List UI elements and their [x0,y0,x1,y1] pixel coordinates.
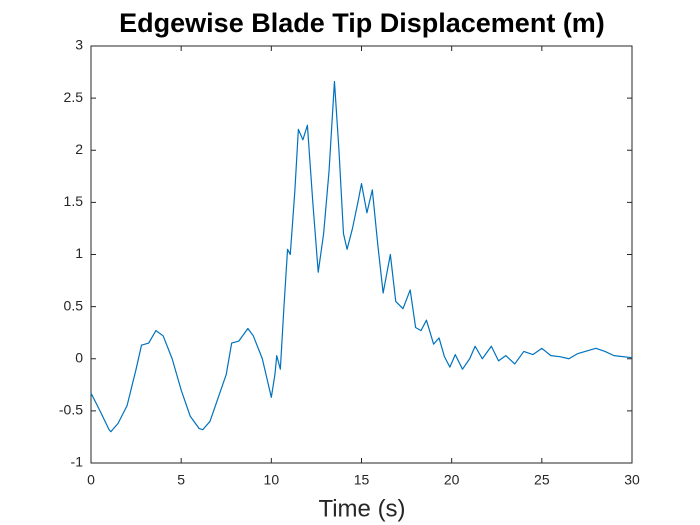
x-tick-label: 20 [444,472,460,488]
y-tick-label: 3 [75,37,83,53]
y-tick-label: 1.5 [64,193,84,209]
x-tick-label: 30 [624,472,640,488]
y-tick-label: 2 [75,141,83,157]
plot-area [90,45,633,464]
y-tick-label: 1 [75,245,83,261]
x-tick-label: 5 [177,472,185,488]
y-tick-label: -0.5 [59,402,83,418]
y-tick-label: 2.5 [64,89,84,105]
data-line [90,80,633,433]
x-tick-label: 0 [87,472,95,488]
x-axis-label: Time (s) [318,495,405,522]
y-tick-label: 0.5 [64,297,84,313]
y-tick-label: -1 [71,454,84,470]
x-tick-label: 15 [354,472,370,488]
y-tick-label: 0 [75,349,83,365]
chart-title: Edgewise Blade Tip Displacement (m) [119,8,605,38]
x-tick-label: 10 [264,472,280,488]
x-tick-label: 25 [534,472,550,488]
